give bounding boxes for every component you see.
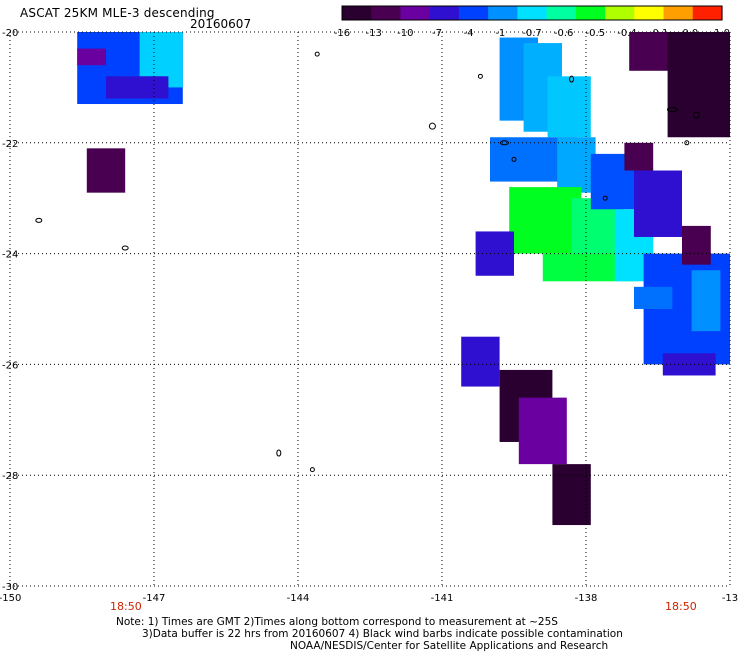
y-tick-label: -30 — [2, 582, 18, 593]
wind-swath-cell — [634, 286, 673, 309]
colorbar-segment — [575, 6, 606, 20]
wind-swath-cell — [509, 187, 582, 254]
island-outline — [666, 107, 678, 113]
wind-swath-cell — [634, 170, 682, 237]
island-outline — [511, 156, 517, 162]
y-tick-label: -22 — [2, 139, 18, 150]
wind-swath-cell — [461, 336, 500, 387]
colorbar-segment — [488, 6, 518, 20]
colorbar-segment — [429, 6, 460, 20]
wind-swath-cell — [106, 76, 169, 99]
island-outline — [499, 140, 509, 146]
colorbar-label: -0.7 — [522, 28, 542, 39]
colorbar-segment — [546, 6, 577, 20]
colorbar-label: -1 — [495, 28, 505, 39]
wind-swath-cell — [682, 225, 711, 265]
x-tick-label: -138 — [575, 593, 598, 604]
island-outline — [602, 195, 608, 201]
x-tick-label: -150 — [0, 593, 21, 604]
colorbar-segment — [458, 6, 489, 20]
island-outline — [569, 75, 575, 83]
y-tick-label: -26 — [2, 360, 18, 371]
colorbar-segment — [342, 6, 372, 20]
colorbar-segment — [663, 6, 694, 20]
colorbar-label: -0.5 — [586, 28, 606, 39]
wind-swath-cell — [518, 397, 567, 465]
time-label-right: 18:50 — [665, 600, 697, 613]
colorbar-label: -10 — [397, 28, 413, 39]
colorbar-label: -16 — [334, 28, 350, 39]
wind-swath-cell — [77, 48, 106, 66]
colorbar-label: -13 — [365, 28, 381, 39]
colorbar-label: -7 — [432, 28, 442, 39]
x-tick-label: -13 — [722, 593, 738, 604]
wind-swath-cell — [552, 464, 591, 526]
colorbar-segment — [400, 6, 431, 20]
y-tick-label: -28 — [2, 471, 18, 482]
wind-swath-cell — [691, 270, 721, 332]
wind-swath-cell — [662, 353, 716, 376]
colorbar-segment — [371, 6, 402, 20]
y-tick-label: -24 — [2, 250, 18, 261]
map-date: 20160607 — [190, 17, 252, 31]
island-outline — [314, 51, 320, 57]
island-outline — [477, 73, 483, 79]
colorbar-label: -0.4 — [617, 28, 637, 39]
footer-note-line1: Note: 1) Times are GMT 2)Times along bot… — [116, 616, 558, 628]
colorbar-segment — [634, 6, 665, 20]
island-outline — [276, 449, 282, 457]
island-outline — [428, 122, 436, 130]
map-plot: -20 -22 -24 -26 -28 -30-150 -147 -144 -141 -138 -1… — [0, 28, 738, 604]
island-outline — [692, 111, 700, 119]
wind-swath-cell — [547, 76, 591, 138]
island-outline — [121, 245, 129, 251]
x-tick-label: -144 — [287, 593, 310, 604]
wind-swath-cell — [557, 137, 596, 193]
colorbar-segment — [605, 6, 635, 20]
colorbar-segment — [517, 6, 548, 20]
island-outline — [684, 140, 690, 146]
y-tick-label: -20 — [2, 28, 18, 39]
colorbar-frame — [341, 5, 723, 21]
wind-swath-cell — [667, 32, 730, 138]
time-label-left: 18:50 — [110, 600, 142, 613]
x-tick-label: -141 — [431, 593, 454, 604]
colorbar-label: -0.6 — [554, 28, 574, 39]
footer-note-line2: 3)Data buffer is 22 hrs from 20160607 4)… — [142, 628, 623, 640]
x-tick-label: -147 — [143, 593, 166, 604]
colorbar-label: -4 — [464, 28, 474, 39]
wind-swath-cell — [86, 148, 126, 193]
island-outline — [35, 217, 43, 223]
island-outline — [309, 467, 315, 473]
wind-swath-cell — [624, 142, 654, 171]
footer-credit: NOAA/NESDIS/Center for Satellite Applica… — [290, 640, 609, 652]
colorbar-segment — [692, 6, 723, 20]
map-title: ASCAT 25KM MLE-3 descending — [20, 6, 215, 20]
